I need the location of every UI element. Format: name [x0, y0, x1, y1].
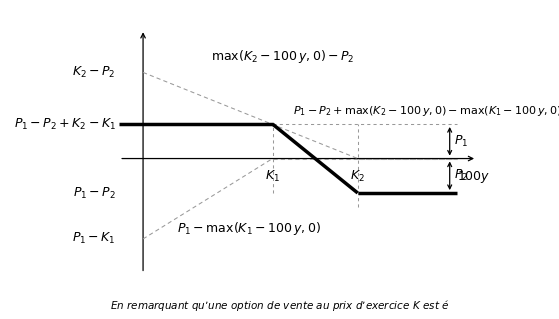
Text: $P_1-P_2+\max(K_2-100\,y,0)-\max(K_1-100\,y,0)$: $P_1-P_2+\max(K_2-100\,y,0)-\max(K_1-100…: [293, 104, 559, 118]
Text: $K_2$: $K_2$: [350, 168, 365, 184]
Text: $\max(K_2-100\,y,0)-P_2$: $\max(K_2-100\,y,0)-P_2$: [211, 48, 355, 65]
Text: $P_1$: $P_1$: [454, 134, 468, 149]
Text: $P_1-P_2$: $P_1-P_2$: [73, 185, 116, 201]
Text: $P_1-P_2+K_2-K_1$: $P_1-P_2+K_2-K_1$: [14, 116, 116, 132]
Text: $P_2$: $P_2$: [454, 168, 468, 183]
Text: $P_1-K_1$: $P_1-K_1$: [72, 231, 116, 247]
Text: $K_1$: $K_1$: [265, 168, 280, 184]
Text: $K_2-P_2$: $K_2-P_2$: [72, 65, 116, 80]
Text: $100y$: $100y$: [457, 168, 490, 185]
Text: En remarquant qu’une option de vente au prix d’exercice $K$ est é: En remarquant qu’une option de vente au …: [110, 298, 449, 313]
Text: $P_1-\max(K_1-100\,y,0)$: $P_1-\max(K_1-100\,y,0)$: [177, 220, 321, 237]
